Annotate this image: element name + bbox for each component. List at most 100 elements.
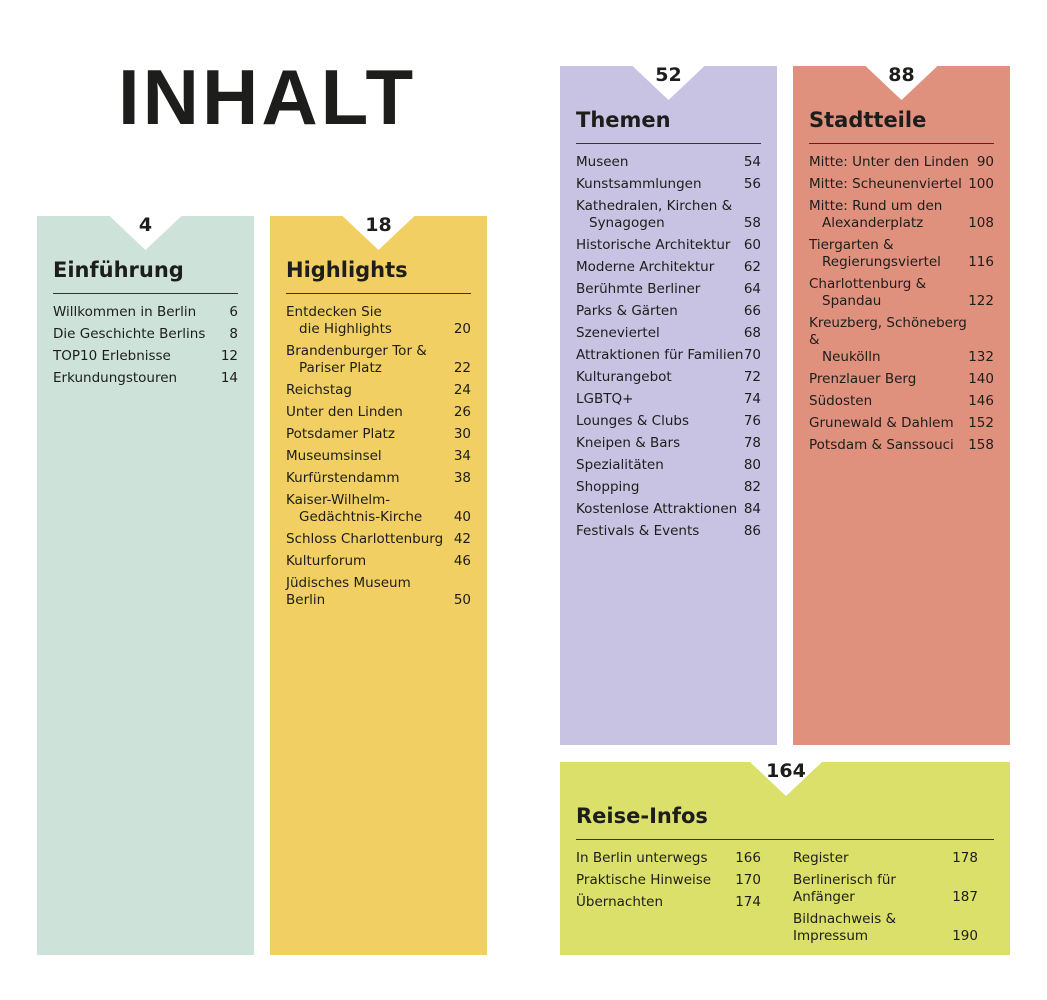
toc-entry: Grunewald & Dahlem 152 xyxy=(809,415,994,432)
divider xyxy=(53,293,238,294)
entry-label-line: Mitte: Scheunenviertel xyxy=(809,176,962,192)
entry-label: Potsdam & Sanssouci xyxy=(809,437,954,454)
toc-entry: Kreuzberg, Schöneberg & Neukölln 132 xyxy=(809,315,994,366)
entry-label: Willkommen in Berlin xyxy=(53,304,196,321)
entry-label: Übernachten xyxy=(576,894,663,911)
toc-entry: Kulturangebot 72 xyxy=(576,369,761,386)
toc-entry: Historische Architektur 60 xyxy=(576,237,761,254)
toc-section: 18 Highlights Entdecken Sie die Highlights 2… xyxy=(270,214,487,955)
divider xyxy=(809,143,994,144)
section-title: Themen xyxy=(576,108,671,132)
entry-page: 68 xyxy=(743,325,761,341)
entry-page: 116 xyxy=(968,254,994,270)
section-title: Stadtteile xyxy=(809,108,927,132)
toc-entry: Shopping 82 xyxy=(576,479,761,496)
entry-label-line: Attraktionen für Familien xyxy=(576,347,744,363)
entry-label-line: Parks & Gärten xyxy=(576,303,678,319)
entry-label: Festivals & Events xyxy=(576,523,699,540)
toc-entry: TOP10 Erlebnisse 12 xyxy=(53,348,238,365)
toc-entry: Tiergarten & Regierungsviertel 116 xyxy=(809,237,994,271)
toc-entry: Charlottenburg & Spandau 122 xyxy=(809,276,994,310)
entry-page: 20 xyxy=(453,321,471,337)
toc-entry: Berlinerisch für Anfänger 187 xyxy=(793,872,978,906)
entry-label: Tiergarten & Regierungsviertel xyxy=(809,237,941,271)
entry-label: Entdecken Sie die Highlights xyxy=(286,304,392,338)
entry-label: Kurfürstendamm xyxy=(286,470,399,487)
entry-page: 158 xyxy=(968,437,994,453)
section-page: 52 xyxy=(655,64,682,86)
entry-page: 12 xyxy=(220,348,238,364)
entry-label-line: Grunewald & Dahlem xyxy=(809,415,954,431)
entry-page: 26 xyxy=(453,404,471,420)
entry-label-line: Tiergarten & xyxy=(809,237,894,253)
entry-label-line: Mitte: Unter den Linden xyxy=(809,154,969,170)
entry-label-line: Szeneviertel xyxy=(576,325,660,341)
toc-entry: Die Geschichte Berlins 8 xyxy=(53,326,238,343)
entry-label-line: Pariser Platz xyxy=(299,360,382,376)
divider xyxy=(576,839,994,840)
toc-entry: Lounges & Clubs 76 xyxy=(576,413,761,430)
page-title: INHALT xyxy=(118,53,417,141)
toc-section: 88 Stadtteile Mitte: Unter den Linden 90 Mit… xyxy=(793,64,1010,745)
section-page: 164 xyxy=(766,760,806,782)
entry-label-line: Reichstag xyxy=(286,382,352,398)
toc-entry: Übernachten 174 xyxy=(576,894,761,911)
entry-label: Kathedralen, Kirchen & Synagogen xyxy=(576,198,732,232)
toc-section: 164 Reise-Infos In Berlin unterwegs 166 Prak… xyxy=(560,760,1010,955)
entry-label-line: Kulturangebot xyxy=(576,369,672,385)
entry-label: Reichstag xyxy=(286,382,352,399)
entry-page: 100 xyxy=(968,176,994,192)
entry-page: 122 xyxy=(968,293,994,309)
entry-label-line: Unter den Linden xyxy=(286,404,403,420)
entry-label: TOP10 Erlebnisse xyxy=(53,348,171,365)
entry-label-line: Potsdam & Sanssouci xyxy=(809,437,954,453)
entry-label-line: Kathedralen, Kirchen & xyxy=(576,198,733,214)
toc-entry: Kostenlose Attraktionen 84 xyxy=(576,501,761,518)
entry-page: 170 xyxy=(735,872,761,888)
entry-list: Entdecken Sie die Highlights 20 Brandenburg… xyxy=(286,304,471,614)
entry-label: LGBTQ+ xyxy=(576,391,633,408)
entry-label-line: Erkundungstouren xyxy=(53,370,178,386)
entry-label-line: In Berlin unterwegs xyxy=(576,850,708,866)
entry-page: 84 xyxy=(743,501,761,517)
entry-label: Brandenburger Tor & Pariser Platz xyxy=(286,343,427,377)
entry-page: 74 xyxy=(743,391,761,407)
section-title: Highlights xyxy=(286,258,408,282)
toc-entry: Kathedralen, Kirchen & Synagogen 58 xyxy=(576,198,761,232)
entry-label: Schloss Charlottenburg xyxy=(286,531,443,548)
entry-list: In Berlin unterwegs 166 Praktische Hinweis… xyxy=(576,850,761,916)
toc-entry: Südosten 146 xyxy=(809,393,994,410)
toc-entry: Kunstsammlungen 56 xyxy=(576,176,761,193)
entry-label: Szeneviertel xyxy=(576,325,660,342)
toc-entry: Attraktionen für Familien 70 xyxy=(576,347,761,364)
entry-page: 58 xyxy=(743,215,761,231)
entry-label-line: Praktische Hinweise xyxy=(576,872,712,888)
entry-label-line: Museen xyxy=(576,154,629,170)
toc-entry: Unter den Linden 26 xyxy=(286,404,471,421)
entry-label-line: Neukölln xyxy=(822,349,881,365)
toc-entry: Praktische Hinweise 170 xyxy=(576,872,761,889)
entry-page: 42 xyxy=(453,531,471,547)
toc-entry: Kurfürstendamm 38 xyxy=(286,470,471,487)
entry-label: Erkundungstouren xyxy=(53,370,177,387)
entry-page: 50 xyxy=(453,592,471,608)
entry-label-line: Potsdamer Platz xyxy=(286,426,395,442)
entry-page: 78 xyxy=(743,435,761,451)
entry-page: 174 xyxy=(735,894,761,910)
entry-label: Shopping xyxy=(576,479,639,496)
toc-entry: Erkundungstouren 14 xyxy=(53,370,238,387)
entry-label-line: Schloss Charlottenburg xyxy=(286,531,444,547)
toc-entry: Schloss Charlottenburg 42 xyxy=(286,531,471,548)
entry-page: 38 xyxy=(453,470,471,486)
entry-label: Kostenlose Attraktionen xyxy=(576,501,737,518)
entry-label-line: Kostenlose Attraktionen xyxy=(576,501,738,517)
entry-label-line: Kunstsammlungen xyxy=(576,176,702,192)
entry-label-line: Kaiser-Wilhelm- xyxy=(286,492,391,508)
entry-label: Südosten xyxy=(809,393,872,410)
entry-page: 70 xyxy=(743,347,761,363)
entry-label-line: Kneipen & Bars xyxy=(576,435,681,451)
entry-page: 8 xyxy=(229,326,238,342)
entry-label-line: Berlinerisch für Anfänger xyxy=(793,872,896,905)
entry-list: Museen 54 Kunstsammlungen 56 Kathedralen, Ki… xyxy=(576,154,761,545)
entry-page: 60 xyxy=(743,237,761,253)
